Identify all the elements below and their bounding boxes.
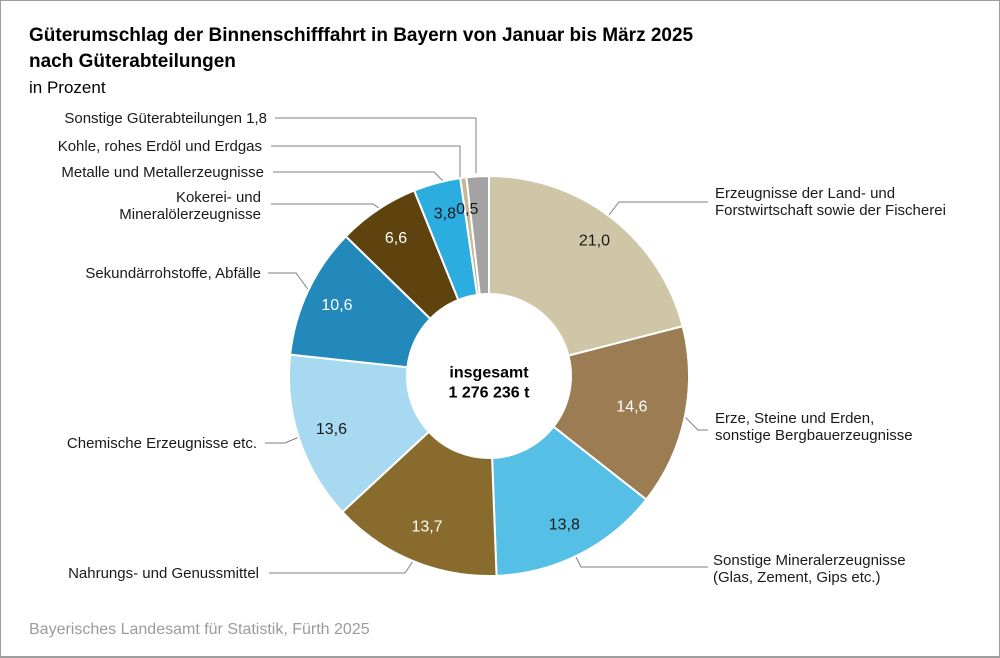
donut-segment-3 <box>340 430 498 577</box>
segment-value-5: 10,6 <box>321 297 352 314</box>
leader-line-sonstige-gueterabteilungen <box>275 117 477 173</box>
leader-line-kohle <box>271 145 461 177</box>
donut-segments <box>288 174 690 577</box>
leader-line-land-forstwirtschaft <box>601 201 708 225</box>
callout-nahrungs: Nahrungs- und Genussmittel <box>68 565 259 582</box>
callout-erze-steine: Erze, Steine und Erden, sonstige Bergbau… <box>715 410 913 444</box>
segment-value-1: 14,6 <box>616 399 647 416</box>
callout-kohle: Kohle, rohes Erdöl und Erdgas <box>57 138 262 155</box>
chart-title-line2: nach Güterabteilungen <box>29 51 236 72</box>
callout-sonstige-gueterabteilungen: Sonstige Güterabteilungen 1,8 <box>64 110 267 127</box>
leader-line-nahrungs <box>269 560 414 574</box>
leader-line-erze-steine <box>680 412 708 431</box>
segment-value-labels: 21,0 14,6 13,8 13,7 13,6 10,6 6,6 3,8 0,5 <box>316 201 648 535</box>
callout-kokerei: Kokerei- und Mineralölerzeugnisse <box>119 189 261 223</box>
callout-metalle: Metalle und Metallerzeugnisse <box>61 164 264 181</box>
source-note: Bayerisches Landesamt für Statistik, Für… <box>29 621 370 638</box>
donut-segment-2 <box>491 425 648 577</box>
segment-value-3: 13,7 <box>411 518 442 535</box>
leader-line-metalle <box>273 171 450 188</box>
segment-value-2: 13,8 <box>549 517 580 534</box>
leader-lines <box>265 117 708 574</box>
callout-sekundaerrohstoffe: Sekundärrohstoffe, Abfälle <box>85 265 261 282</box>
callout-sonstige-mineral: Sonstige Mineralerzeugnisse (Glas, Zemen… <box>713 552 906 586</box>
center-total-value: 1 276 236 t <box>449 385 531 402</box>
chart-subtitle: in Prozent <box>29 78 106 97</box>
chart-title-line1: Güterumschlag der Binnenschifffahrt in B… <box>29 25 694 46</box>
callout-chemische: Chemische Erzeugnisse etc. <box>66 435 257 452</box>
donut-segment-1 <box>552 325 690 501</box>
leader-line-chemische <box>265 436 300 444</box>
title-block: Güterumschlag der Binnenschifffahrt in B… <box>29 23 693 100</box>
leader-line-kokerei <box>271 203 387 214</box>
leader-line-sekundaerrohstoffe <box>268 272 311 293</box>
donut-segment-0 <box>488 174 684 357</box>
leader-line-sonstige-mineral <box>571 548 708 568</box>
center-total-label: insgesamt <box>449 365 529 382</box>
segment-value-4: 13,6 <box>316 421 347 438</box>
segment-value-6: 6,6 <box>385 230 407 247</box>
segment-value-0: 21,0 <box>579 233 610 250</box>
segment-value-8: 0,5 <box>456 201 478 218</box>
segment-value-7: 3,8 <box>434 205 456 222</box>
donut-segment-4 <box>288 353 431 514</box>
callout-land-forstwirtschaft: Erzeugnisse der Land- und Forstwirtschaf… <box>715 185 946 219</box>
donut-segment-9 <box>465 174 490 296</box>
